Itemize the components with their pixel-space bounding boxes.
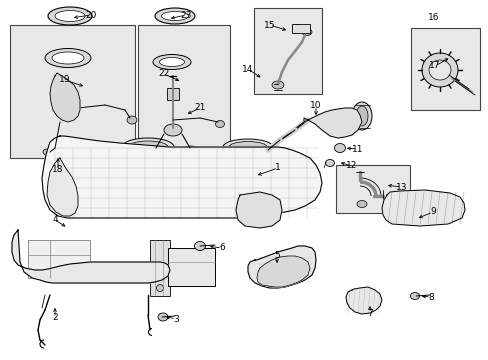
Ellipse shape [292, 24, 301, 31]
Ellipse shape [351, 102, 371, 130]
Bar [90, 170, 108, 186]
Ellipse shape [421, 53, 457, 87]
Text: 8: 8 [427, 292, 433, 302]
Polygon shape [236, 192, 282, 228]
Text: 1: 1 [275, 163, 280, 172]
Ellipse shape [245, 199, 273, 221]
Ellipse shape [161, 12, 188, 21]
Bar [168, 248, 215, 286]
Ellipse shape [409, 292, 419, 300]
Ellipse shape [52, 52, 84, 64]
Ellipse shape [194, 242, 205, 251]
Ellipse shape [153, 54, 191, 69]
Bar [167, 88, 179, 100]
Text: 5: 5 [274, 252, 279, 261]
Bar [10, 25, 135, 158]
Text: 21: 21 [194, 104, 205, 112]
Polygon shape [50, 73, 80, 122]
Ellipse shape [325, 159, 334, 166]
Text: 3: 3 [173, 315, 179, 324]
Ellipse shape [155, 8, 195, 24]
Polygon shape [12, 230, 170, 283]
Ellipse shape [215, 121, 224, 127]
Ellipse shape [223, 139, 272, 155]
Ellipse shape [149, 146, 161, 152]
Ellipse shape [228, 141, 266, 153]
Ellipse shape [159, 58, 184, 67]
Ellipse shape [354, 292, 374, 308]
Ellipse shape [271, 81, 284, 89]
Ellipse shape [127, 116, 137, 124]
Polygon shape [304, 108, 361, 138]
Polygon shape [346, 287, 381, 314]
Text: 9: 9 [429, 207, 435, 216]
Bar [112, 152, 130, 168]
Ellipse shape [156, 284, 163, 292]
Ellipse shape [302, 28, 311, 36]
Ellipse shape [356, 201, 366, 207]
Text: 22: 22 [158, 69, 169, 78]
Ellipse shape [428, 60, 450, 80]
Polygon shape [257, 256, 309, 287]
Bar [28, 240, 90, 278]
Ellipse shape [54, 86, 76, 114]
Ellipse shape [334, 144, 345, 153]
Bar [90, 152, 108, 168]
Text: 12: 12 [346, 162, 357, 171]
Text: 19: 19 [59, 76, 71, 85]
Ellipse shape [163, 124, 182, 136]
Polygon shape [47, 158, 78, 216]
Polygon shape [381, 190, 464, 226]
Text: 16: 16 [427, 13, 439, 22]
Bar [138, 25, 229, 158]
Text: 6: 6 [219, 243, 224, 252]
Text: 20: 20 [85, 10, 97, 19]
Bar [253, 8, 321, 94]
Ellipse shape [43, 149, 51, 155]
Text: 2: 2 [52, 314, 58, 323]
Text: 14: 14 [242, 64, 253, 73]
Text: 4: 4 [52, 216, 58, 225]
Text: 23: 23 [180, 10, 191, 19]
Ellipse shape [48, 7, 92, 25]
Ellipse shape [184, 146, 197, 152]
Text: 18: 18 [52, 166, 63, 175]
Polygon shape [247, 246, 315, 288]
Ellipse shape [128, 141, 168, 153]
Text: 10: 10 [309, 102, 321, 111]
Bar [150, 240, 170, 296]
Bar [410, 28, 479, 110]
Text: 11: 11 [351, 144, 363, 153]
Bar [335, 165, 409, 213]
Text: 13: 13 [395, 183, 407, 192]
Text: 7: 7 [366, 309, 372, 318]
Text: 15: 15 [264, 21, 275, 30]
Ellipse shape [45, 49, 91, 68]
Ellipse shape [158, 313, 168, 321]
Bar [291, 24, 309, 33]
Ellipse shape [355, 106, 367, 126]
Text: 17: 17 [428, 62, 440, 71]
Polygon shape [42, 136, 321, 218]
Ellipse shape [55, 10, 85, 22]
Ellipse shape [122, 138, 174, 156]
